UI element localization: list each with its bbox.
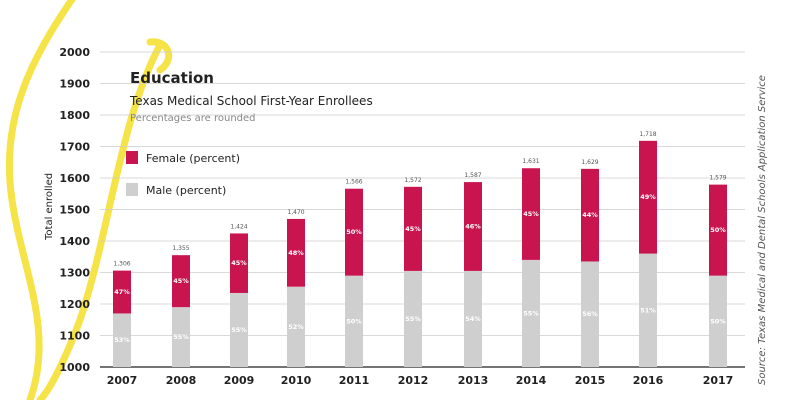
total-label: 1,587 [464,172,481,179]
male-percent-label: 50% [710,317,726,325]
female-percent-label: 47% [114,288,130,296]
bar-male-2012 [404,270,422,367]
bar-male-2008 [172,307,190,367]
female-percent-label: 45% [405,225,421,233]
male-percent-label: 52% [288,323,304,331]
y-tick-label: 2000 [59,46,90,59]
bar-female-2016 [639,140,657,254]
legend: Female (percent) Male (percent) [126,151,240,197]
total-label: 1,470 [287,209,304,216]
male-percent-label: 51% [640,306,656,314]
bar-male-2014 [522,259,540,367]
y-axis: 1000 1100 1200 1300 1400 1500 1600 1700 1800 1900… [59,46,90,374]
x-tick-label: 2014 [516,374,547,387]
total-label: 1,629 [581,159,598,166]
bar-male-2009 [230,292,248,367]
bars: 47% 53% 1,306 45% 55% 1,355 45% 55% 1,424 48% 52% 1… [113,131,727,367]
male-percent-label: 50% [346,317,362,325]
bar-female-2009 [230,233,248,293]
total-label: 1,355 [172,245,189,252]
chart-note: Percentages are rounded [130,113,256,124]
female-percent-label: 50% [346,228,362,236]
bar-female-2015 [581,168,599,262]
male-percent-label: 54% [465,315,481,323]
bar-female-2014 [522,168,540,260]
total-label: 1,579 [709,175,726,182]
chart-subtitle: Texas Medical School First-Year Enrollee… [129,94,373,108]
male-percent-label: 55% [523,309,539,317]
bar-male-2017 [709,275,727,367]
female-percent-label: 49% [640,193,656,201]
bar-male-2016 [639,253,657,367]
bar-male-2007 [113,313,131,367]
y-tick-label: 1900 [59,78,90,91]
female-percent-label: 45% [173,277,189,285]
male-percent-label: 56% [582,310,598,318]
female-percent-label: 44% [582,211,598,219]
x-tick-label: 2011 [339,374,370,387]
y-tick-label: 1000 [59,361,90,374]
legend-swatch-female [126,151,138,164]
legend-swatch-male [126,183,138,196]
female-percent-label: 46% [465,223,481,231]
female-percent-label: 50% [710,226,726,234]
bar-female-2017 [709,184,727,276]
decorative-curve-graphic [5,0,173,400]
total-label: 1,631 [522,158,539,165]
total-label: 1,718 [639,131,656,138]
x-tick-label: 2009 [224,374,255,387]
bar-female-2012 [404,186,422,271]
x-tick-label: 2010 [281,374,312,387]
total-label: 1,572 [404,177,421,184]
x-tick-label: 2016 [633,374,664,387]
bar-male-2010 [287,286,305,367]
y-tick-label: 1800 [59,109,90,122]
bar-female-2011 [345,188,363,276]
x-tick-label: 2012 [398,374,429,387]
female-percent-label: 48% [288,249,304,257]
source-note: Source: Texas Medical and Dental Schools… [757,75,768,385]
y-tick-label: 1600 [59,172,90,185]
x-tick-label: 2013 [458,374,489,387]
total-label: 1,566 [345,179,362,186]
bar-male-2013 [464,270,482,367]
y-tick-label: 1200 [59,298,90,311]
male-percent-label: 53% [114,336,130,344]
total-label: 1,306 [113,261,130,268]
x-tick-label: 2007 [107,374,138,387]
x-tick-label: 2008 [166,374,197,387]
bar-female-2010 [287,218,305,287]
y-tick-label: 1500 [59,204,90,217]
x-tick-label: 2017 [703,374,734,387]
bar-female-2008 [172,255,190,308]
male-percent-label: 55% [231,326,247,334]
chart-title: Education [130,69,214,87]
y-tick-label: 1400 [59,235,90,248]
female-percent-label: 45% [231,259,247,267]
bar-female-2007 [113,270,131,314]
y-axis-label: Total enrolled [44,173,55,241]
y-tick-label: 1700 [59,141,90,154]
bar-male-2011 [345,275,363,367]
y-tick-label: 1300 [59,267,90,280]
y-tick-label: 1100 [59,330,90,343]
legend-label-female: Female (percent) [146,152,240,165]
bar-male-2015 [581,261,599,367]
x-tick-label: 2015 [575,374,606,387]
legend-label-male: Male (percent) [146,184,226,197]
male-percent-label: 55% [173,333,189,341]
total-label: 1,424 [230,223,247,230]
gridlines [100,51,745,368]
female-percent-label: 45% [523,210,539,218]
bar-female-2013 [464,182,482,271]
male-percent-label: 55% [405,315,421,323]
x-axis: 2007 2008 2009 2010 2011 2012 2013 2014 2015 2016… [107,374,734,387]
